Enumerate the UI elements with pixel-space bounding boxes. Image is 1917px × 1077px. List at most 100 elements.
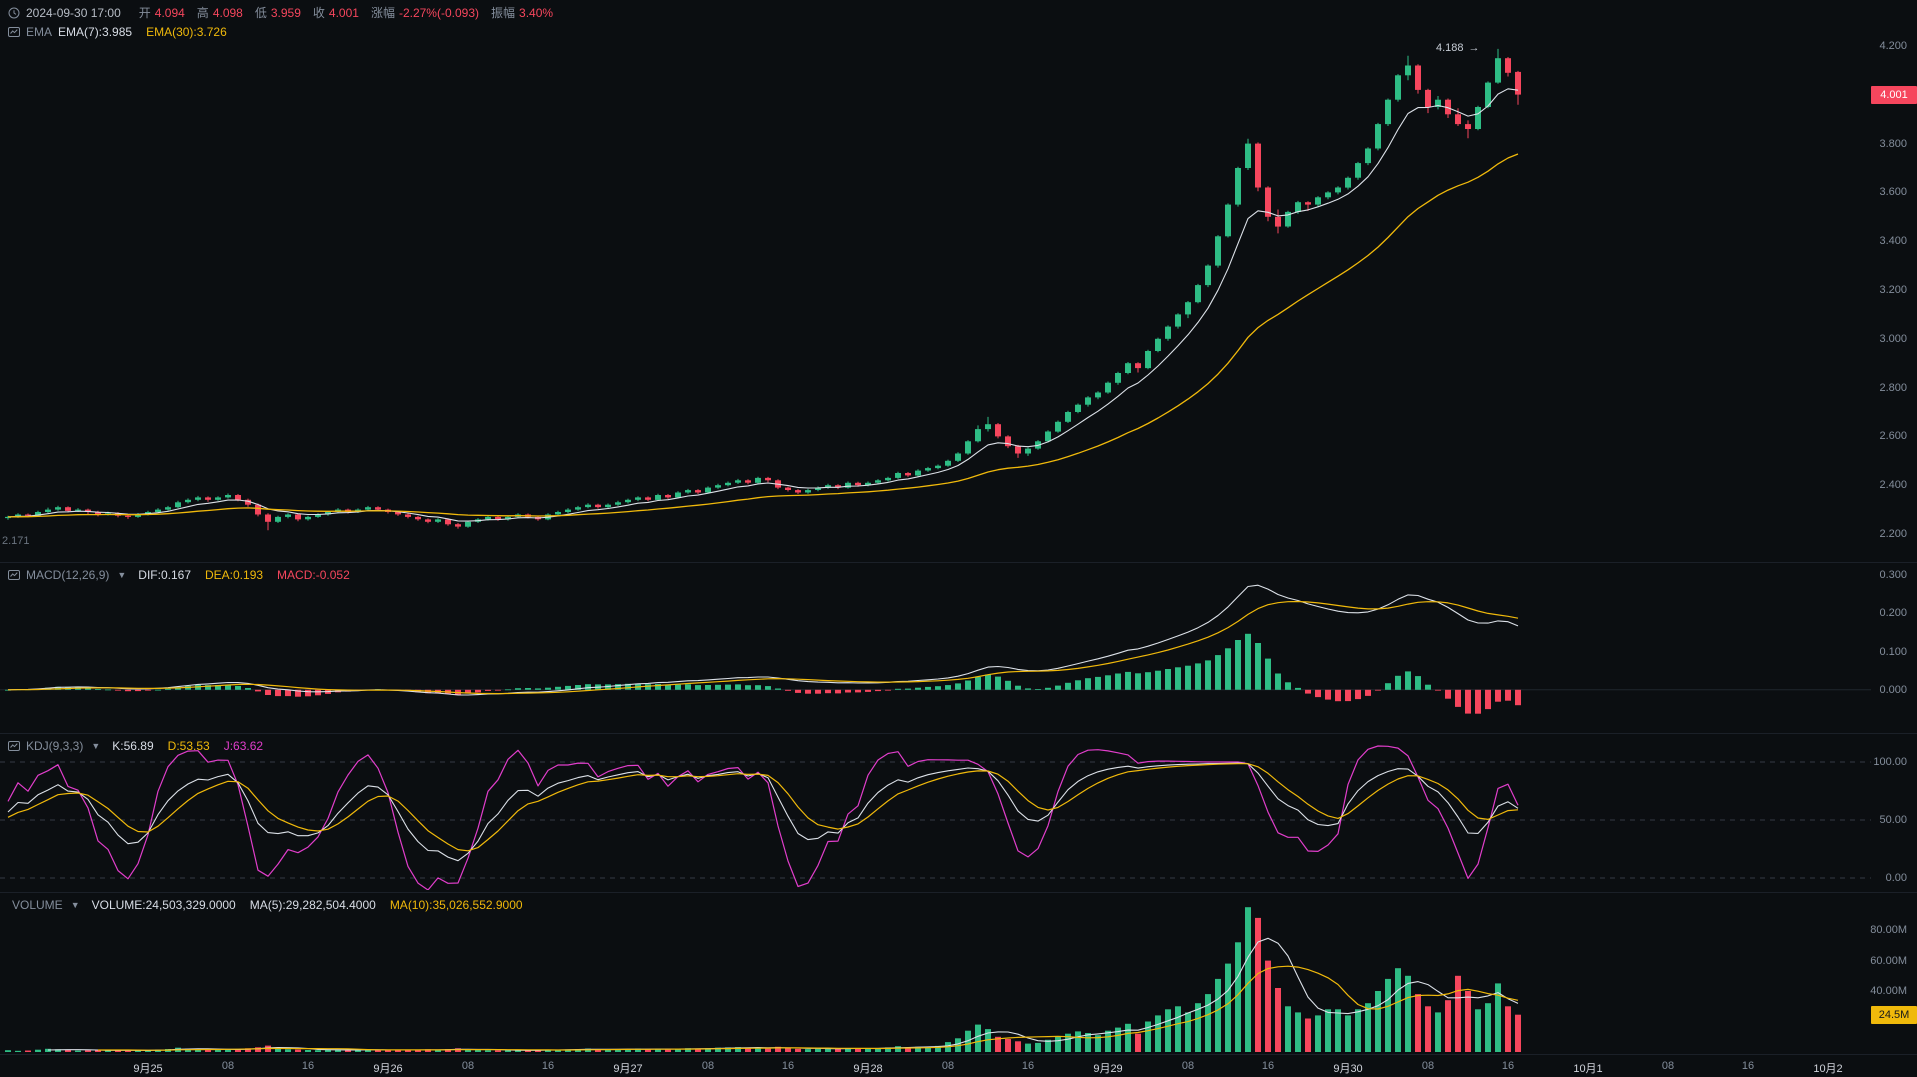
indicator-icon bbox=[8, 26, 20, 38]
axis-label: 2.800 bbox=[1879, 381, 1907, 394]
volume-badge: 24.5M bbox=[1871, 1005, 1917, 1024]
time-label: 9月29 bbox=[1093, 1063, 1123, 1075]
time-label: 08 bbox=[1181, 1060, 1195, 1072]
ohlc-field-value: -2.27%(-0.093) bbox=[398, 6, 479, 20]
ema-title: EMA bbox=[26, 25, 53, 39]
kdj-header[interactable]: KDJ(9,3,3) ▼ K:56.89 D:53.53 J:63.62 bbox=[8, 739, 277, 753]
ema-values: EMA(7):3.985 EMA(30):3.726 bbox=[58, 25, 241, 39]
macd-histogram bbox=[5, 633, 1521, 714]
ohlc-values: 开 4.094 高 4.098 低 3.959 收 4.001 涨幅 -2.27%(-0.093)… bbox=[127, 4, 553, 21]
ohlc-info-bar: 2024-09-30 17:00 开 4.094 高 4.098 低 3.959 收 4.00… bbox=[8, 4, 553, 21]
ema-value: EMA(30):3.726 bbox=[146, 25, 227, 39]
volume-title: VOLUME bbox=[12, 898, 63, 912]
chevron-down-icon[interactable]: ▼ bbox=[91, 741, 101, 751]
time-label: 16 bbox=[781, 1060, 795, 1072]
macd-value: DEA:0.193 bbox=[205, 568, 264, 582]
time-label: 10月1 bbox=[1573, 1063, 1603, 1075]
chevron-down-icon[interactable]: ▼ bbox=[70, 900, 80, 910]
vol-value: MA(10):35,026,552.9000 bbox=[389, 898, 523, 912]
time-label: 08 bbox=[941, 1060, 955, 1072]
axis-label: 2.400 bbox=[1879, 479, 1907, 492]
axis-label: 0.100 bbox=[1879, 645, 1907, 658]
ohlc-field-value: 3.40% bbox=[519, 6, 554, 20]
time-label: 16 bbox=[1021, 1060, 1035, 1072]
time-axis[interactable]: 9月25 08 16 9月26 08 16 9月27 08 16 9月28 08 16 9月29 08 16… bbox=[0, 1055, 1871, 1077]
axis-label: 60.00M bbox=[1870, 954, 1907, 967]
time-label: 9月25 bbox=[133, 1063, 163, 1075]
axis-label: 3.200 bbox=[1879, 284, 1907, 296]
axis-label: 100.00 bbox=[1873, 756, 1907, 768]
axis-label: 2.200 bbox=[1879, 528, 1907, 540]
macd-values: DIF:0.167 DEA:0.193 MACD:-0.052 bbox=[138, 568, 363, 582]
macd-title: MACD(12,26,9) bbox=[26, 568, 110, 582]
panel-divider bbox=[0, 562, 1917, 563]
panel-divider bbox=[0, 1054, 1917, 1055]
arrow-right-icon: → bbox=[1468, 41, 1480, 54]
time-label: 08 bbox=[461, 1060, 475, 1072]
ohlc-field-label: 涨幅 bbox=[370, 6, 395, 20]
time-label: 16 bbox=[1261, 1060, 1275, 1072]
volume-bars bbox=[5, 907, 1521, 1052]
axis-label: 3.000 bbox=[1879, 332, 1907, 345]
time-label: 08 bbox=[1421, 1060, 1435, 1072]
time-label: 9月30 bbox=[1333, 1063, 1363, 1075]
kdj-values: K:56.89 D:53.53 J:63.62 bbox=[112, 739, 277, 753]
axis-label: 0.00 bbox=[1885, 872, 1907, 884]
axis-label: 4.200 bbox=[1879, 40, 1907, 52]
kdj-value: J:63.62 bbox=[223, 739, 264, 753]
panel-divider bbox=[0, 733, 1917, 734]
time-label: 08 bbox=[221, 1060, 235, 1072]
axis-label: 40.00M bbox=[1870, 985, 1907, 998]
axis-label: 2.600 bbox=[1879, 430, 1907, 443]
ohlc-field-label: 开 bbox=[138, 6, 151, 20]
kdj-title: KDJ(9,3,3) bbox=[26, 739, 84, 753]
axis-label: 0.000 bbox=[1879, 683, 1907, 696]
time-label: 16 bbox=[1501, 1060, 1515, 1072]
ema-value: EMA(7):3.985 bbox=[58, 25, 133, 39]
indicator-icon bbox=[8, 569, 20, 581]
time-label: 16 bbox=[1741, 1060, 1755, 1072]
kdj-value: D:53.53 bbox=[167, 739, 210, 753]
time-label: 08 bbox=[701, 1060, 715, 1072]
vol-value: VOLUME:24,503,329.0000 bbox=[91, 898, 236, 912]
high-price-annotation: 4.188 → bbox=[1436, 42, 1480, 54]
indicator-icon bbox=[8, 740, 20, 752]
volume-values: VOLUME:24,503,329.0000 MA(5):29,282,504.4… bbox=[92, 898, 537, 912]
time-label: 08 bbox=[1661, 1060, 1675, 1072]
candle-datetime: 2024-09-30 17:00 bbox=[26, 5, 121, 20]
price-axis[interactable]: 4.2004.0003.8003.6003.4003.2003.0002.800… bbox=[1870, 0, 1917, 1077]
kdj-value: K:56.89 bbox=[112, 739, 154, 753]
time-label: 9月26 bbox=[373, 1063, 403, 1075]
axis-label: 0.200 bbox=[1879, 607, 1907, 620]
vol-value: MA(5):29,282,504.4000 bbox=[249, 898, 376, 912]
high-price-label: 4.188 bbox=[1436, 41, 1464, 54]
time-label: 9月28 bbox=[853, 1063, 883, 1075]
macd-header[interactable]: MACD(12,26,9) ▼ DIF:0.167 DEA:0.193 MACD:-… bbox=[8, 568, 364, 582]
ohlc-field-label: 低 bbox=[254, 6, 267, 20]
time-icon bbox=[8, 7, 20, 19]
candlestick-series bbox=[5, 48, 1521, 531]
axis-label: 50.00 bbox=[1879, 814, 1907, 826]
ohlc-field-label: 高 bbox=[196, 6, 209, 20]
ohlc-field-label: 收 bbox=[312, 6, 325, 20]
volume-header[interactable]: VOLUME ▼ VOLUME:24,503,329.0000 MA(5):29,… bbox=[12, 898, 537, 912]
last-price-badge: 4.001 bbox=[1871, 85, 1917, 104]
time-label: 9月27 bbox=[613, 1063, 643, 1075]
time-label: 16 bbox=[541, 1060, 555, 1072]
macd-value: DIF:0.167 bbox=[138, 568, 191, 582]
ema-info-bar[interactable]: EMA EMA(7):3.985 EMA(30):3.726 bbox=[8, 25, 241, 39]
panel-divider bbox=[0, 892, 1917, 893]
ohlc-field-value: 4.098 bbox=[212, 6, 243, 20]
axis-label: 3.600 bbox=[1879, 186, 1907, 199]
chevron-down-icon[interactable]: ▼ bbox=[117, 570, 127, 580]
macd-value: MACD:-0.052 bbox=[277, 568, 350, 582]
ohlc-field-value: 4.001 bbox=[328, 6, 359, 20]
ohlc-field-value: 4.094 bbox=[154, 6, 185, 20]
axis-label: 0.300 bbox=[1879, 569, 1907, 582]
ohlc-field-value: 3.959 bbox=[270, 6, 301, 20]
ohlc-field-label: 振幅 bbox=[491, 6, 516, 20]
axis-label: 3.400 bbox=[1879, 235, 1907, 248]
left-edge-price-label: 2.171 bbox=[2, 535, 30, 548]
